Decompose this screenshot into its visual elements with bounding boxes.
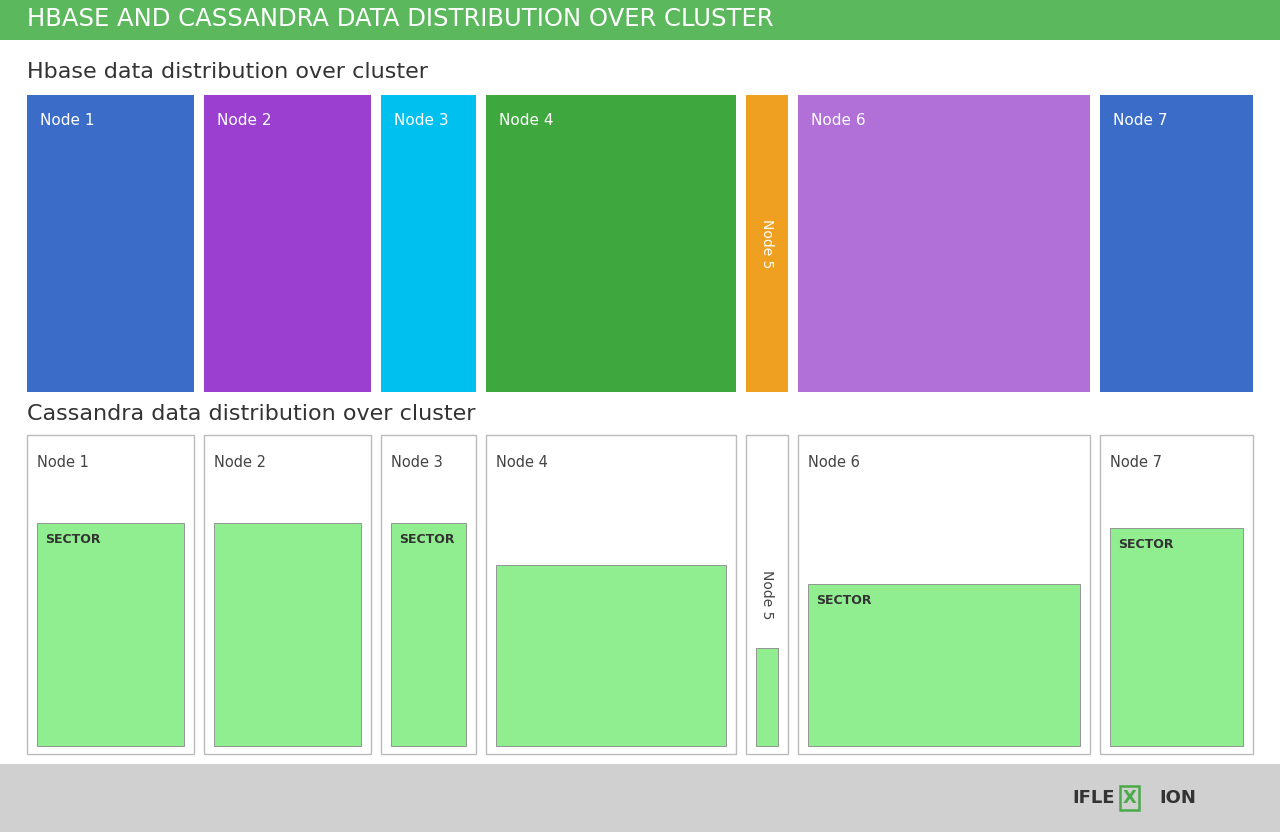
FancyBboxPatch shape [204,95,371,392]
Text: ION: ION [1160,789,1197,807]
Text: Node 5: Node 5 [760,570,774,619]
FancyBboxPatch shape [797,435,1091,754]
Text: Node 6: Node 6 [810,113,865,128]
FancyBboxPatch shape [0,0,1280,40]
FancyBboxPatch shape [756,648,778,746]
Text: SECTOR: SECTOR [45,532,101,546]
Text: Node 3: Node 3 [394,113,448,128]
Text: Node 5: Node 5 [760,219,774,268]
Text: Cassandra data distribution over cluster: Cassandra data distribution over cluster [27,404,475,424]
Text: IFLE: IFLE [1073,789,1115,807]
FancyBboxPatch shape [390,522,466,746]
FancyBboxPatch shape [746,95,787,392]
FancyBboxPatch shape [746,435,787,754]
FancyBboxPatch shape [27,95,195,392]
FancyBboxPatch shape [27,435,195,754]
Text: SECTOR: SECTOR [399,532,454,546]
Text: Node 4: Node 4 [498,113,553,128]
Text: SECTOR: SECTOR [1117,538,1174,552]
FancyBboxPatch shape [214,522,361,746]
FancyBboxPatch shape [1110,528,1243,746]
FancyBboxPatch shape [485,435,736,754]
FancyBboxPatch shape [37,522,184,746]
Text: Node 2: Node 2 [214,455,266,470]
FancyBboxPatch shape [381,95,476,392]
FancyBboxPatch shape [797,95,1091,392]
FancyBboxPatch shape [204,435,371,754]
Text: Hbase data distribution over cluster: Hbase data distribution over cluster [27,62,428,82]
Text: HBASE AND CASSANDRA DATA DISTRIBUTION OVER CLUSTER: HBASE AND CASSANDRA DATA DISTRIBUTION OV… [27,7,773,32]
Text: X: X [1123,789,1137,807]
FancyBboxPatch shape [1100,435,1253,754]
FancyBboxPatch shape [381,435,476,754]
FancyBboxPatch shape [0,764,1280,832]
Text: Node 7: Node 7 [1112,113,1167,128]
Text: SECTOR: SECTOR [815,594,872,607]
Text: Node 4: Node 4 [495,455,548,470]
FancyBboxPatch shape [808,584,1080,746]
Text: Node 2: Node 2 [218,113,271,128]
Text: Node 7: Node 7 [1110,455,1162,470]
FancyBboxPatch shape [485,95,736,392]
FancyBboxPatch shape [495,565,726,746]
Text: Node 3: Node 3 [390,455,443,470]
Text: Node 1: Node 1 [37,455,88,470]
FancyBboxPatch shape [1100,95,1253,392]
Text: Node 6: Node 6 [808,455,860,470]
Text: Node 1: Node 1 [40,113,95,128]
